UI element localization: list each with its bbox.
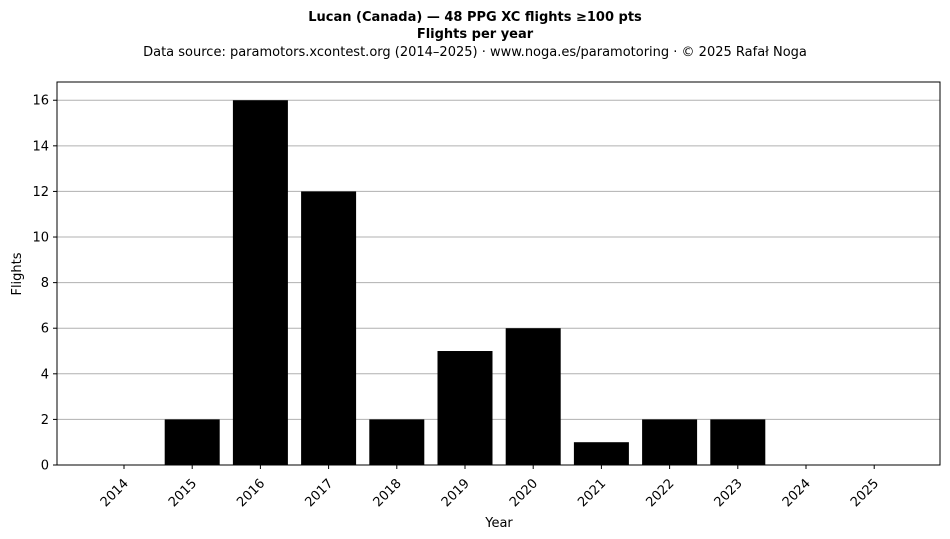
y-tick-label: 10 <box>32 231 49 246</box>
x-tick-label: 2024 <box>780 476 814 510</box>
bar-2021 <box>573 442 629 465</box>
x-tick-label: 2022 <box>643 476 677 510</box>
x-tick-label: 2016 <box>234 476 268 510</box>
bar-2016 <box>232 100 288 465</box>
bar-2023 <box>710 419 766 465</box>
chart-title: Lucan (Canada) — 48 PPG XC flights ≥100 … <box>308 10 642 25</box>
gridlines <box>57 99 940 420</box>
x-tick-label: 2019 <box>439 476 473 510</box>
x-tick-label: 2015 <box>166 476 200 510</box>
x-tick-label: 2018 <box>371 476 405 510</box>
bar-2017 <box>301 191 357 465</box>
bar-2018 <box>369 419 425 465</box>
bar-2020 <box>505 328 561 465</box>
bar-2022 <box>642 419 698 465</box>
x-axis-label: Year <box>484 516 513 531</box>
bar-2019 <box>437 351 493 465</box>
bars <box>164 100 766 465</box>
y-tick-label: 2 <box>41 413 49 428</box>
y-tick-label: 0 <box>41 459 49 474</box>
x-tick-label: 2017 <box>302 476 336 510</box>
y-tick-label: 12 <box>32 185 49 200</box>
y-axis-label: Flights <box>10 252 25 295</box>
y-axis-ticks: 0 2 4 6 8 10 12 14 16 <box>32 94 57 474</box>
x-tick-label: 2025 <box>848 476 882 510</box>
x-axis-ticks: 2014 2015 2016 2017 2018 2019 2020 2021 2022 2023… <box>98 465 882 510</box>
y-tick-label: 6 <box>41 322 49 337</box>
y-tick-label: 8 <box>41 276 49 291</box>
chart-subtitle: Flights per year <box>417 27 534 42</box>
x-tick-label: 2021 <box>575 476 609 510</box>
y-tick-label: 16 <box>32 94 49 109</box>
x-tick-label: 2014 <box>98 476 132 510</box>
x-tick-label: 2023 <box>712 476 746 510</box>
y-tick-label: 4 <box>41 367 49 382</box>
plot-frame <box>56 81 941 466</box>
bar-2015 <box>164 419 220 465</box>
source-note: Data source: paramotors.xcontest.org (20… <box>143 45 807 60</box>
x-tick-label: 2020 <box>507 476 541 510</box>
y-tick-label: 14 <box>32 139 49 154</box>
